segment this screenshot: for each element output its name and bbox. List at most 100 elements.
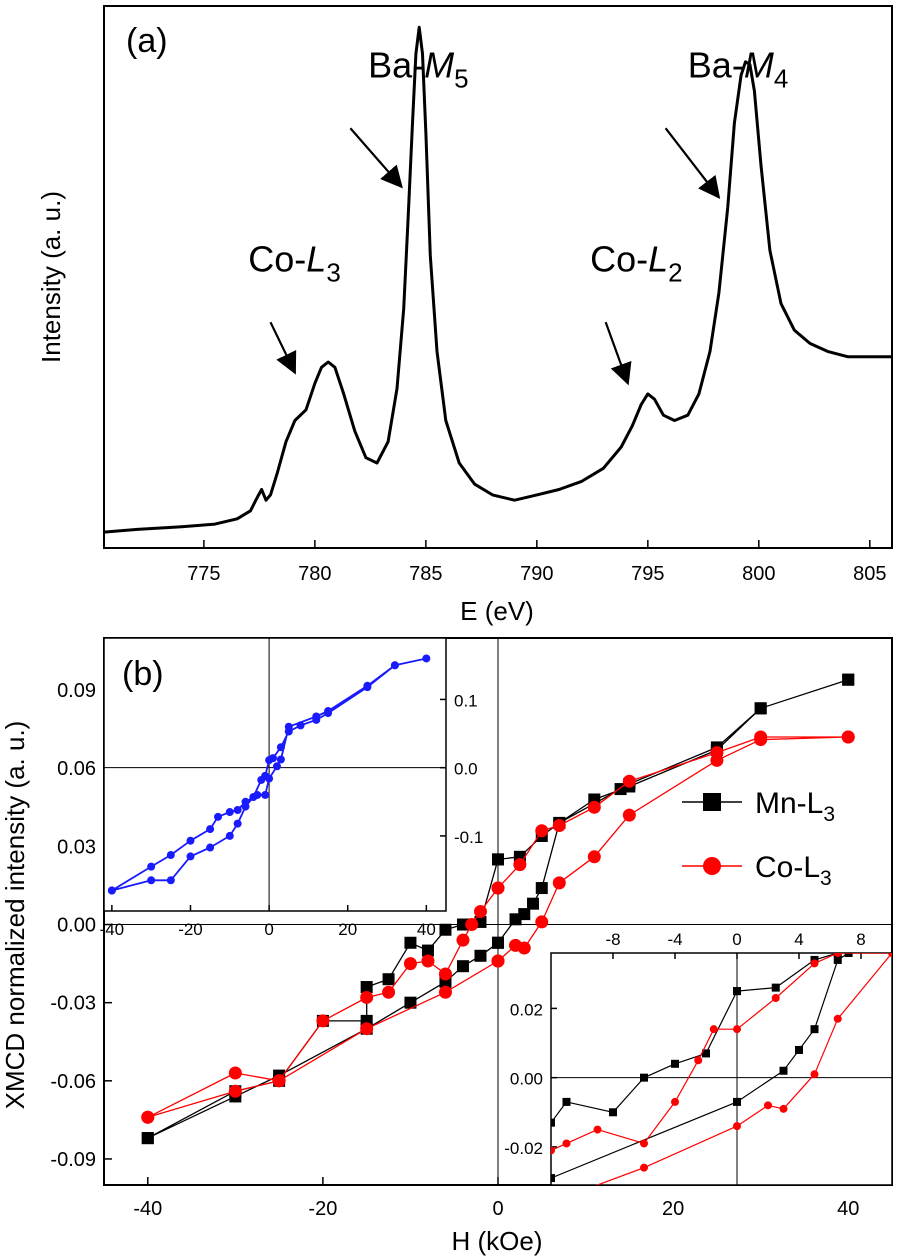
data-point-inset-loop — [214, 812, 222, 821]
series-line-XAS — [104, 25, 892, 534]
data-point-Mn-L3-zoom — [795, 1045, 803, 1054]
data-point-Co-L3 — [438, 985, 452, 999]
y-tick-label: -0.06 — [50, 1071, 96, 1093]
x-tick-label: 0 — [732, 930, 741, 949]
data-point-Co-L3 — [552, 819, 566, 833]
data-point-Co-L3 — [587, 800, 601, 814]
data-point-Mn-L3 — [492, 853, 504, 866]
data-point-Co-L3-zoom — [888, 953, 892, 957]
y-tick-label: 0.00 — [57, 915, 96, 937]
data-point-Co-L3-zoom — [694, 1056, 703, 1065]
data-point-inset-loop — [186, 836, 195, 845]
data-point-Co-L3 — [272, 1074, 286, 1088]
data-point-Mn-L3 — [141, 1132, 154, 1145]
legend-mn-marker — [703, 793, 721, 811]
data-point-Mn-L3 — [509, 913, 522, 926]
panel-b-xlabel: H (kOe) — [452, 1226, 543, 1256]
data-point-Co-L3 — [421, 954, 435, 968]
peak-arrow-co-l3 — [269, 321, 297, 375]
data-point-Co-L3 — [491, 881, 505, 895]
data-point-inset-loop — [422, 654, 431, 663]
y-tick-label: -0.03 — [50, 993, 96, 1015]
x-tick-label: 805 — [853, 563, 886, 585]
y-tick-label: 0.06 — [57, 758, 96, 780]
data-point-Co-L3 — [360, 1022, 374, 1036]
data-point-Mn-L3 — [842, 673, 855, 686]
data-point-Co-L3 — [382, 985, 396, 999]
series-line-inset-loop — [111, 657, 428, 892]
data-point-Mn-L3 — [439, 923, 452, 936]
data-point-Mn-L3 — [527, 897, 540, 910]
legend-co-label: Co-L3 — [755, 851, 832, 890]
data-point-Mn-L3-zoom — [551, 1174, 555, 1183]
data-point-Co-L3 — [754, 733, 768, 747]
x-tick-label: 785 — [409, 563, 442, 585]
y-tick-label: 0.00 — [510, 1070, 543, 1089]
x-tick-label: 790 — [520, 563, 553, 585]
x-tick-label: 800 — [742, 563, 775, 585]
peak-label-co-l3: Co-L3 — [248, 239, 341, 288]
inset-right-frame — [550, 952, 893, 1186]
data-point-Co-L3 — [473, 905, 487, 918]
data-point-Mn-L3-zoom — [551, 1118, 555, 1127]
data-point-inset-loop — [107, 886, 116, 895]
peak-arrow-ba-m5 — [349, 127, 403, 189]
y-tick-label: 0.09 — [57, 680, 96, 702]
x-tick-label: 0 — [492, 1198, 503, 1220]
peak-label-co-l2: Co-L2 — [590, 239, 683, 288]
panel-a-axes: 775 780 785 790 795 800 805 — [187, 540, 886, 585]
data-point-inset-loop — [312, 712, 321, 721]
data-point-inset-loop — [276, 743, 285, 752]
data-point-Co-L3 — [491, 954, 505, 968]
data-point-inset-loop — [225, 831, 234, 840]
x-tick-label: -40 — [100, 920, 125, 939]
data-point-Co-L3 — [535, 915, 549, 929]
data-point-inset-loop — [206, 825, 215, 834]
data-point-inset-loop — [206, 843, 215, 852]
data-point-Mn-L3 — [404, 936, 417, 949]
data-point-Co-L3 — [228, 1066, 242, 1080]
y-tick-label: -0.09 — [50, 1149, 96, 1171]
data-point-Co-L3-zoom — [810, 959, 819, 968]
data-point-Co-L3-zoom — [547, 1198, 555, 1206]
data-point-Mn-L3-zoom — [609, 1108, 617, 1117]
data-point-Co-L3-zoom — [833, 953, 842, 957]
data-point-Co-L3 — [456, 933, 470, 947]
data-point-inset-loop — [233, 819, 242, 828]
peak-arrow-ba-m4 — [664, 127, 721, 200]
data-point-inset-loop — [233, 805, 242, 814]
x-tick-label: 20 — [662, 1198, 684, 1220]
panel-a: 775 780 785 790 795 800 805 Ba-M5 Ba-M4 Co-L3 Co-… — [36, 5, 893, 626]
x-tick-label: 795 — [631, 563, 664, 585]
x-tick-label: -4 — [667, 930, 682, 949]
data-point-Co-L3 — [622, 808, 636, 822]
data-point-inset-loop — [265, 774, 274, 783]
data-point-Co-L3 — [228, 1084, 242, 1098]
data-point-inset-loop — [363, 681, 372, 690]
data-point-Co-L3 — [710, 753, 724, 767]
panel-a-annotations: Ba-M5 Ba-M4 Co-L3 Co-L2 — [248, 45, 788, 386]
data-point-Co-L3 — [465, 918, 479, 932]
data-point-Co-L3 — [360, 990, 374, 1004]
x-tick-label: 780 — [298, 563, 331, 585]
data-point-Co-L3-zoom — [640, 1139, 648, 1148]
data-point-inset-loop — [166, 876, 175, 885]
y-tick-label: 0.02 — [510, 1000, 543, 1019]
inset-left-plot — [107, 654, 431, 895]
data-point-Co-L3-zoom — [671, 1097, 679, 1106]
data-point-Mn-L3-zoom — [833, 955, 842, 964]
data-point-Mn-L3 — [754, 702, 767, 715]
data-point-Co-L3-zoom — [640, 1163, 648, 1172]
panel-a-ylabel: Intensity (a. u.) — [36, 191, 66, 363]
data-point-Mn-L3-zoom — [844, 953, 853, 957]
data-point-Mn-L3 — [421, 944, 434, 957]
data-point-Co-L3-zoom — [551, 1146, 555, 1155]
data-point-Mn-L3-zoom — [640, 1073, 648, 1082]
data-point-Mn-L3-zoom — [733, 1097, 741, 1106]
x-tick-label: 20 — [338, 920, 357, 939]
data-point-Co-L3 — [513, 858, 527, 872]
x-tick-label: 775 — [187, 563, 220, 585]
data-point-Mn-L3 — [456, 960, 469, 973]
legend-co-marker — [703, 857, 721, 875]
